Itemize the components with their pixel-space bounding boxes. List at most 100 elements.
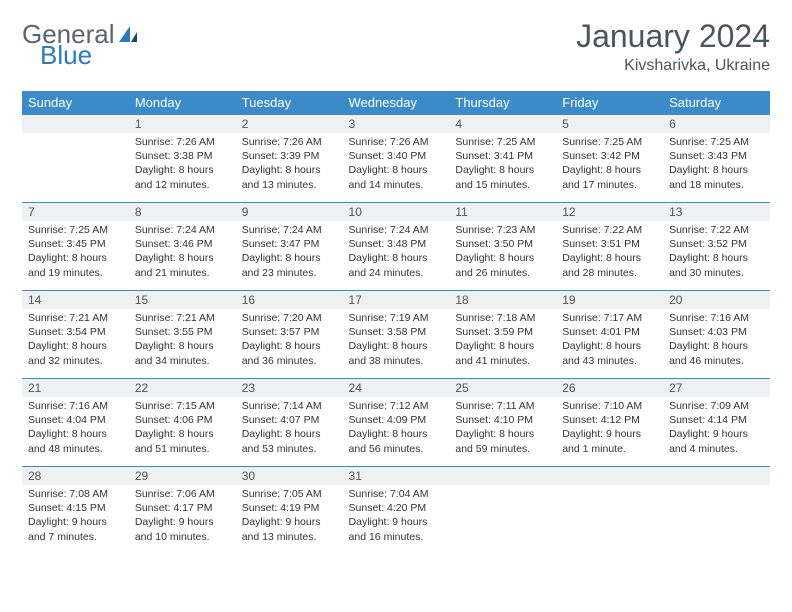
day-content: Sunrise: 7:25 AMSunset: 3:45 PMDaylight:… [22,221,129,284]
day-number: 4 [449,115,556,133]
day-number: 30 [236,467,343,485]
day-content: Sunrise: 7:25 AMSunset: 3:42 PMDaylight:… [556,133,663,196]
day-content: Sunrise: 7:25 AMSunset: 3:41 PMDaylight:… [449,133,556,196]
day-number: 2 [236,115,343,133]
day-content: Sunrise: 7:24 AMSunset: 3:47 PMDaylight:… [236,221,343,284]
day-number: 22 [129,379,236,397]
calendar-cell: 14Sunrise: 7:21 AMSunset: 3:54 PMDayligh… [22,291,129,379]
day-number: 9 [236,203,343,221]
calendar-body: 1Sunrise: 7:26 AMSunset: 3:38 PMDaylight… [22,115,770,555]
calendar-cell [449,467,556,555]
day-number: 20 [663,291,770,309]
day-content: Sunrise: 7:05 AMSunset: 4:19 PMDaylight:… [236,485,343,548]
day-number: 15 [129,291,236,309]
calendar-cell: 30Sunrise: 7:05 AMSunset: 4:19 PMDayligh… [236,467,343,555]
day-content: Sunrise: 7:09 AMSunset: 4:14 PMDaylight:… [663,397,770,460]
day-number [22,115,129,133]
day-content: Sunrise: 7:24 AMSunset: 3:48 PMDaylight:… [343,221,450,284]
day-content: Sunrise: 7:08 AMSunset: 4:15 PMDaylight:… [22,485,129,548]
day-number: 25 [449,379,556,397]
day-number: 19 [556,291,663,309]
day-number: 21 [22,379,129,397]
day-number: 13 [663,203,770,221]
day-content: Sunrise: 7:19 AMSunset: 3:58 PMDaylight:… [343,309,450,372]
weekday-header: Tuesday [236,91,343,115]
day-content: Sunrise: 7:22 AMSunset: 3:52 PMDaylight:… [663,221,770,284]
day-content: Sunrise: 7:24 AMSunset: 3:46 PMDaylight:… [129,221,236,284]
calendar-cell: 8Sunrise: 7:24 AMSunset: 3:46 PMDaylight… [129,203,236,291]
calendar-cell: 9Sunrise: 7:24 AMSunset: 3:47 PMDaylight… [236,203,343,291]
day-content: Sunrise: 7:14 AMSunset: 4:07 PMDaylight:… [236,397,343,460]
day-content: Sunrise: 7:15 AMSunset: 4:06 PMDaylight:… [129,397,236,460]
calendar-cell: 19Sunrise: 7:17 AMSunset: 4:01 PMDayligh… [556,291,663,379]
day-number: 5 [556,115,663,133]
day-content: Sunrise: 7:16 AMSunset: 4:03 PMDaylight:… [663,309,770,372]
day-number [556,467,663,485]
day-number: 7 [22,203,129,221]
weekday-header: Wednesday [343,91,450,115]
day-content: Sunrise: 7:12 AMSunset: 4:09 PMDaylight:… [343,397,450,460]
day-number: 10 [343,203,450,221]
day-number: 8 [129,203,236,221]
weekday-header: Sunday [22,91,129,115]
logo: GeneralBlue [22,18,139,67]
calendar-cell: 24Sunrise: 7:12 AMSunset: 4:09 PMDayligh… [343,379,450,467]
location: Kivsharivka, Ukraine [576,57,770,75]
calendar-table: SundayMondayTuesdayWednesdayThursdayFrid… [22,91,770,555]
day-content: Sunrise: 7:16 AMSunset: 4:04 PMDaylight:… [22,397,129,460]
calendar-cell: 13Sunrise: 7:22 AMSunset: 3:52 PMDayligh… [663,203,770,291]
day-content: Sunrise: 7:23 AMSunset: 3:50 PMDaylight:… [449,221,556,284]
day-number: 27 [663,379,770,397]
weekday-header: Friday [556,91,663,115]
day-number: 28 [22,467,129,485]
calendar-cell: 10Sunrise: 7:24 AMSunset: 3:48 PMDayligh… [343,203,450,291]
day-number: 3 [343,115,450,133]
calendar-cell: 28Sunrise: 7:08 AMSunset: 4:15 PMDayligh… [22,467,129,555]
day-number: 17 [343,291,450,309]
calendar-head: SundayMondayTuesdayWednesdayThursdayFrid… [22,91,770,115]
weekday-header: Monday [129,91,236,115]
day-content: Sunrise: 7:04 AMSunset: 4:20 PMDaylight:… [343,485,450,548]
day-number: 29 [129,467,236,485]
day-content: Sunrise: 7:26 AMSunset: 3:38 PMDaylight:… [129,133,236,196]
calendar-cell: 26Sunrise: 7:10 AMSunset: 4:12 PMDayligh… [556,379,663,467]
calendar-cell: 12Sunrise: 7:22 AMSunset: 3:51 PMDayligh… [556,203,663,291]
day-content: Sunrise: 7:10 AMSunset: 4:12 PMDaylight:… [556,397,663,460]
day-content: Sunrise: 7:11 AMSunset: 4:10 PMDaylight:… [449,397,556,460]
calendar-cell: 11Sunrise: 7:23 AMSunset: 3:50 PMDayligh… [449,203,556,291]
calendar-cell: 3Sunrise: 7:26 AMSunset: 3:40 PMDaylight… [343,115,450,203]
day-number: 31 [343,467,450,485]
day-content: Sunrise: 7:22 AMSunset: 3:51 PMDaylight:… [556,221,663,284]
day-content: Sunrise: 7:06 AMSunset: 4:17 PMDaylight:… [129,485,236,548]
calendar-cell: 7Sunrise: 7:25 AMSunset: 3:45 PMDaylight… [22,203,129,291]
calendar-cell [663,467,770,555]
day-number: 11 [449,203,556,221]
weekday-header: Thursday [449,91,556,115]
day-content: Sunrise: 7:21 AMSunset: 3:54 PMDaylight:… [22,309,129,372]
calendar-cell: 2Sunrise: 7:26 AMSunset: 3:39 PMDaylight… [236,115,343,203]
day-number: 12 [556,203,663,221]
header: GeneralBlue January 2024 Kivsharivka, Uk… [22,18,770,75]
day-number: 1 [129,115,236,133]
day-number: 23 [236,379,343,397]
calendar-cell: 22Sunrise: 7:15 AMSunset: 4:06 PMDayligh… [129,379,236,467]
day-content: Sunrise: 7:17 AMSunset: 4:01 PMDaylight:… [556,309,663,372]
calendar-cell: 31Sunrise: 7:04 AMSunset: 4:20 PMDayligh… [343,467,450,555]
calendar-cell: 23Sunrise: 7:14 AMSunset: 4:07 PMDayligh… [236,379,343,467]
calendar-cell: 18Sunrise: 7:18 AMSunset: 3:59 PMDayligh… [449,291,556,379]
calendar-cell: 25Sunrise: 7:11 AMSunset: 4:10 PMDayligh… [449,379,556,467]
title-block: January 2024 Kivsharivka, Ukraine [576,18,770,75]
calendar-cell: 17Sunrise: 7:19 AMSunset: 3:58 PMDayligh… [343,291,450,379]
calendar-cell: 15Sunrise: 7:21 AMSunset: 3:55 PMDayligh… [129,291,236,379]
day-content: Sunrise: 7:26 AMSunset: 3:40 PMDaylight:… [343,133,450,196]
calendar-cell: 5Sunrise: 7:25 AMSunset: 3:42 PMDaylight… [556,115,663,203]
calendar-cell: 16Sunrise: 7:20 AMSunset: 3:57 PMDayligh… [236,291,343,379]
day-number [449,467,556,485]
day-content: Sunrise: 7:20 AMSunset: 3:57 PMDaylight:… [236,309,343,372]
day-number: 16 [236,291,343,309]
calendar-cell: 4Sunrise: 7:25 AMSunset: 3:41 PMDaylight… [449,115,556,203]
month-title: January 2024 [576,18,770,55]
calendar-cell: 27Sunrise: 7:09 AMSunset: 4:14 PMDayligh… [663,379,770,467]
day-number: 6 [663,115,770,133]
day-content: Sunrise: 7:25 AMSunset: 3:43 PMDaylight:… [663,133,770,196]
